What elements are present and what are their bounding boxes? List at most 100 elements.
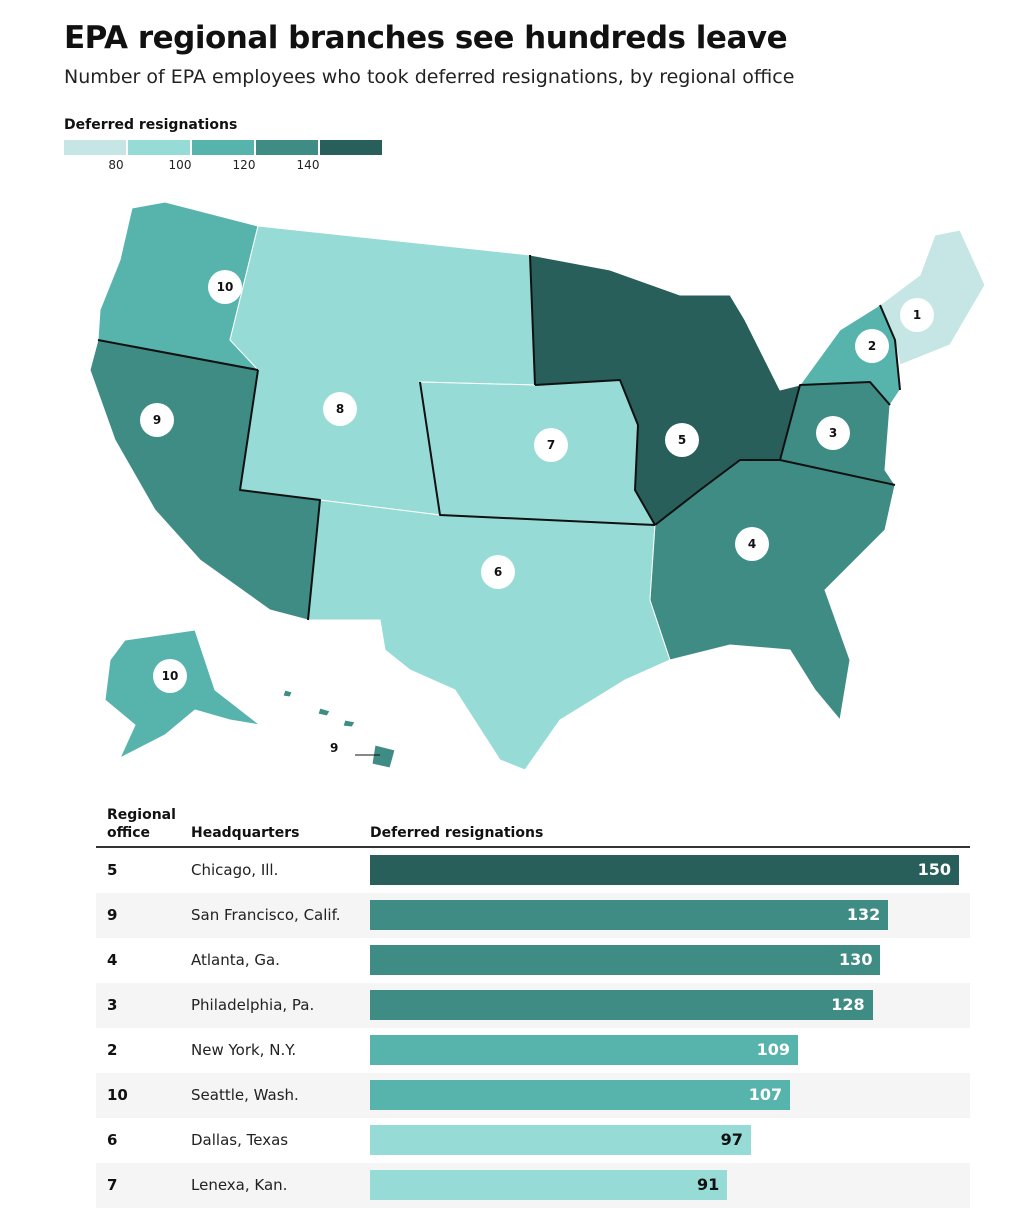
bar-region-3: 128	[370, 990, 873, 1020]
region-marker-10: 10	[208, 270, 242, 304]
region-marker-6-circle	[481, 555, 515, 589]
legend-ticks: 80 100 120 140	[64, 158, 324, 176]
bar-region-5: 150	[370, 855, 959, 885]
region-marker-3-label: 3	[829, 426, 837, 440]
region-marker-7: 7	[534, 428, 568, 462]
region-6-states	[307, 499, 671, 771]
table-rows: 5 Chicago, Ill. 150 9 San Francisco, Calif. 1…	[96, 848, 970, 1208]
region-marker-4-label: 4	[748, 537, 756, 551]
bar-region-6: 97	[370, 1125, 751, 1155]
region-marker-8: 8	[323, 392, 357, 426]
legend-tick-100: 100	[168, 158, 192, 172]
bar-value-label: 128	[831, 995, 865, 1014]
region-marker-2: 2	[855, 329, 889, 363]
region-marker-8-label: 8	[336, 402, 344, 416]
regional-office-cell: 7	[107, 1176, 118, 1194]
table-row: 5 Chicago, Ill. 150	[96, 848, 970, 893]
table-row: 10 Seattle, Wash. 107	[96, 1073, 970, 1118]
region-marker-3-circle	[816, 416, 850, 450]
bar-region-4: 130	[370, 945, 881, 975]
region-marker-1-circle	[900, 298, 934, 332]
regional-office-cell: 10	[107, 1086, 128, 1104]
chart-title: EPA regional branches see hundreds leave	[64, 20, 788, 56]
regional-office-cell: 3	[107, 996, 118, 1014]
header-deferred-resignations: Deferred resignations	[370, 825, 544, 841]
region-marker-5-circle	[665, 423, 699, 457]
headquarters-cell: New York, N.Y.	[191, 1041, 297, 1059]
table-row: 9 San Francisco, Calif. 132	[96, 893, 970, 938]
regional-office-cell: 2	[107, 1041, 118, 1059]
header-regional-office: Regional office	[107, 807, 176, 841]
legend-swatch-2	[128, 140, 190, 155]
headquarters-cell: Philadelphia, Pa.	[191, 996, 315, 1014]
regional-office-cell: 6	[107, 1131, 118, 1149]
bar-region-9: 132	[370, 900, 889, 930]
region-marker-10-circle	[208, 270, 242, 304]
region-marker-7-label: 7	[547, 438, 555, 452]
region-marker-10-label: 10	[217, 280, 234, 294]
region-marker-5-label: 5	[678, 433, 686, 447]
region-marker-10-alaska-label: 10	[162, 669, 179, 683]
table-row: 2 New York, N.Y. 109	[96, 1028, 970, 1073]
region-marker-6: 6	[481, 555, 515, 589]
resignations-table: Regional office Headquarters Deferred re…	[96, 804, 970, 1208]
hawaii-region-label: 9	[330, 741, 338, 755]
legend-swatch-4	[256, 140, 318, 155]
region-marker-7-circle	[534, 428, 568, 462]
bar-region-10: 107	[370, 1080, 791, 1110]
legend-tick-120: 120	[232, 158, 256, 172]
us-map: 10 9 8 7 6 5 4 3	[80, 190, 1000, 780]
region-borders	[97, 254, 901, 621]
table-row: 6 Dallas, Texas 97	[96, 1118, 970, 1163]
region-marker-10-alaska: 10	[153, 659, 187, 693]
legend-swatch-3	[192, 140, 254, 155]
headquarters-cell: San Francisco, Calif.	[191, 906, 341, 924]
region-marker-9-label: 9	[153, 413, 161, 427]
headquarters-cell: Seattle, Wash.	[191, 1086, 299, 1104]
legend-swatch-1	[64, 140, 126, 155]
region-marker-4: 4	[735, 527, 769, 561]
headquarters-cell: Dallas, Texas	[191, 1131, 289, 1149]
bar-value-label: 132	[846, 905, 881, 924]
bar-value-label: 130	[839, 950, 873, 969]
chart-subtitle: Number of EPA employees who took deferre…	[64, 66, 795, 88]
headquarters-cell: Chicago, Ill.	[191, 861, 279, 879]
region-marker-10-alaska-circle	[153, 659, 187, 693]
region-marker-9: 9	[140, 403, 174, 437]
regional-office-cell: 4	[107, 951, 118, 969]
hawaii	[282, 689, 396, 769]
region-marker-3: 3	[816, 416, 850, 450]
legend-color-scale	[64, 140, 384, 155]
regional-office-cell: 9	[107, 906, 118, 924]
alaska	[104, 629, 261, 759]
region-marker-1-label: 1	[913, 308, 921, 322]
bar-value-label: 107	[748, 1085, 783, 1104]
headquarters-cell: Atlanta, Ga.	[191, 951, 280, 969]
region-marker-5: 5	[665, 423, 699, 457]
bar-value-label: 109	[756, 1040, 790, 1059]
legend-title: Deferred resignations	[64, 117, 238, 133]
bar-region-2: 109	[370, 1035, 798, 1065]
region-marker-4-circle	[735, 527, 769, 561]
regional-office-cell: 5	[107, 861, 118, 879]
legend-swatch-5	[320, 140, 382, 155]
table-row: 7 Lenexa, Kan. 91	[96, 1163, 970, 1208]
table-row: 4 Atlanta, Ga. 130	[96, 938, 970, 983]
us-map-svg: 10 9 8 7 6 5 4 3	[89, 201, 986, 771]
header-headquarters: Headquarters	[191, 825, 300, 841]
region-marker-8-circle	[323, 392, 357, 426]
region-marker-1: 1	[900, 298, 934, 332]
region-marker-9-circle	[140, 403, 174, 437]
region-marker-2-label: 2	[868, 339, 876, 353]
legend-tick-80: 80	[108, 158, 124, 172]
bar-value-label: 97	[720, 1130, 743, 1149]
bar-value-label: 150	[917, 860, 951, 879]
table-row: 3 Philadelphia, Pa. 128	[96, 983, 970, 1028]
headquarters-cell: Lenexa, Kan.	[191, 1176, 288, 1194]
region-marker-6-label: 6	[494, 565, 502, 579]
legend-tick-140: 140	[296, 158, 320, 172]
bar-region-7: 91	[370, 1170, 728, 1200]
region-marker-2-circle	[855, 329, 889, 363]
table-header: Regional office Headquarters Deferred re…	[96, 804, 970, 848]
bar-value-label: 91	[697, 1175, 720, 1194]
